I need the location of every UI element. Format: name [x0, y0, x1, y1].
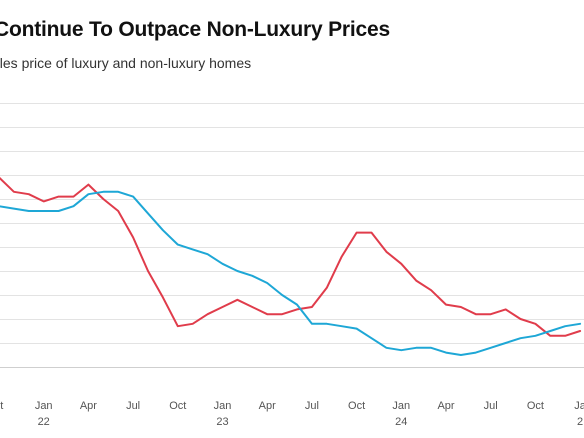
x-tick-month: Apr	[259, 400, 276, 412]
x-tick: Jul	[305, 400, 319, 412]
x-tick-month: Ja	[574, 400, 584, 412]
x-tick-month: Jan	[214, 400, 232, 412]
x-tick: Jan 22	[35, 400, 53, 428]
series-group	[0, 176, 582, 356]
x-tick-month: Jul	[484, 400, 498, 412]
x-tick-year: 23	[216, 416, 228, 428]
x-tick: Jan 23	[214, 400, 232, 428]
x-tick-month: Oct	[169, 400, 186, 412]
x-tick-month: Jul	[305, 400, 319, 412]
x-tick-year: 2	[577, 416, 583, 428]
grid	[0, 103, 584, 368]
chart-subtitle: ales price of luxury and non-luxury home…	[0, 55, 252, 71]
x-tick-month: Apr	[80, 400, 97, 412]
x-tick-month: Jul	[126, 400, 140, 412]
x-tick-year: 24	[395, 416, 407, 428]
x-tick-month: Oct	[527, 400, 544, 412]
x-tick: Oct	[169, 400, 186, 412]
chart-title: Continue To Outpace Non-Luxury Prices	[0, 18, 390, 41]
x-tick: Jul	[484, 400, 498, 412]
x-tick-month: Apr	[437, 400, 454, 412]
x-tick: Jan 24	[392, 400, 410, 428]
x-tick: Ja 2	[574, 400, 584, 428]
x-tick: Apr	[437, 400, 454, 412]
x-tick: Jul	[126, 400, 140, 412]
x-tick-month: ct	[0, 400, 3, 412]
x-tick-month: Jan	[35, 400, 53, 412]
series-line-2	[0, 190, 582, 356]
x-tick: ct	[0, 400, 3, 412]
x-tick: Apr	[259, 400, 276, 412]
x-tick: Oct	[527, 400, 544, 412]
series-line-1	[0, 176, 582, 337]
x-tick: Apr	[80, 400, 97, 412]
x-tick-month: Oct	[348, 400, 365, 412]
x-tick-month: Jan	[392, 400, 410, 412]
x-tick-year: 22	[38, 416, 50, 428]
x-tick: Oct	[348, 400, 365, 412]
x-axis: ct Jan 22 Apr Jul Oct Jan 23 Apr Jul Oct Jan 24 Apr Ju…	[0, 400, 584, 428]
